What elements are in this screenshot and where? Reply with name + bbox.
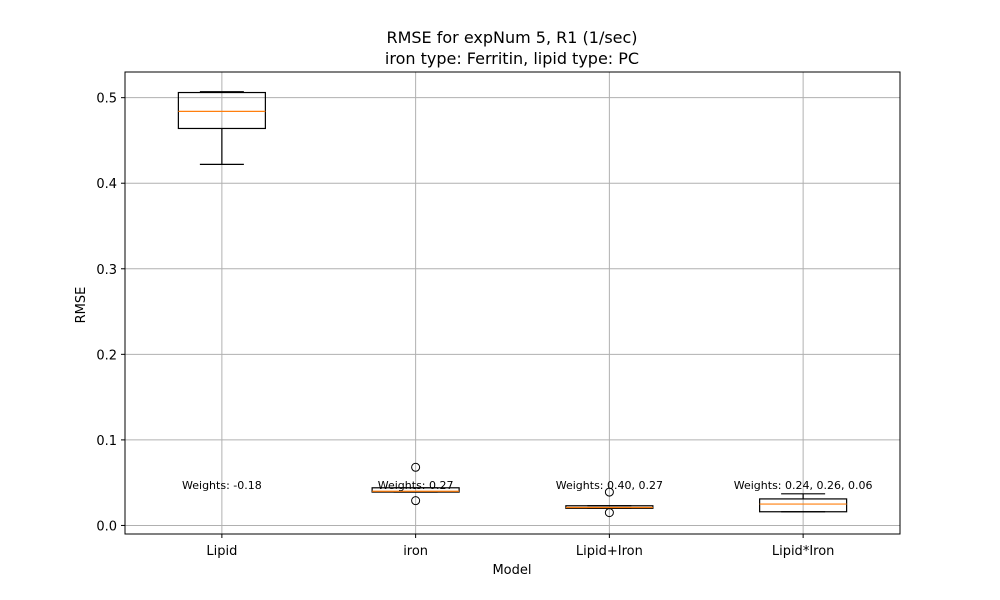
grid	[125, 72, 900, 534]
outlier-point	[411, 462, 421, 472]
y-tick-label: 0.1	[96, 434, 117, 449]
box-iqr	[371, 487, 460, 493]
y-tick-label: 0.0	[96, 519, 117, 534]
weights-annotation: Weights: -0.18	[182, 479, 262, 492]
y-tick-label: 0.5	[96, 92, 117, 107]
axis-ticks: 0.0 0.1 0.2 0.3 0.4 0.5 Lipid iron Lipid+Iron Lip…	[96, 92, 834, 559]
chart-title-line1: RMSE for expNum 5, R1 (1/sec)	[386, 28, 637, 47]
box-iqr	[759, 498, 848, 513]
outlier-point	[411, 496, 421, 506]
x-tick-label: Lipid	[206, 544, 237, 559]
weights-annotation: Weights: 0.24, 0.26, 0.06	[734, 479, 873, 492]
y-tick-label: 0.2	[96, 348, 117, 363]
weights-annotation: Weights: 0.40, 0.27	[556, 479, 663, 492]
outlier-point	[604, 487, 614, 497]
x-axis-label: Model	[492, 563, 531, 578]
weights-annotation: Weights: 0.27	[378, 479, 454, 492]
box-iqr	[177, 91, 266, 130]
chart-title-line2: iron type: Ferritin, lipid type: PC	[385, 49, 639, 68]
x-tick-label: iron	[403, 544, 428, 559]
outlier-point	[604, 508, 614, 518]
plot-area-frame	[124, 71, 901, 535]
x-tick-label: Lipid*Iron	[772, 544, 835, 559]
y-tick-label: 0.3	[96, 263, 117, 278]
x-tick-label: Lipid+Iron	[576, 544, 643, 559]
y-axis-label: RMSE	[74, 287, 89, 324]
plot-marks: Weights: -0.18 Weights: 0.27 Weights: 0.40…	[177, 91, 873, 518]
y-tick-label: 0.4	[96, 177, 117, 192]
